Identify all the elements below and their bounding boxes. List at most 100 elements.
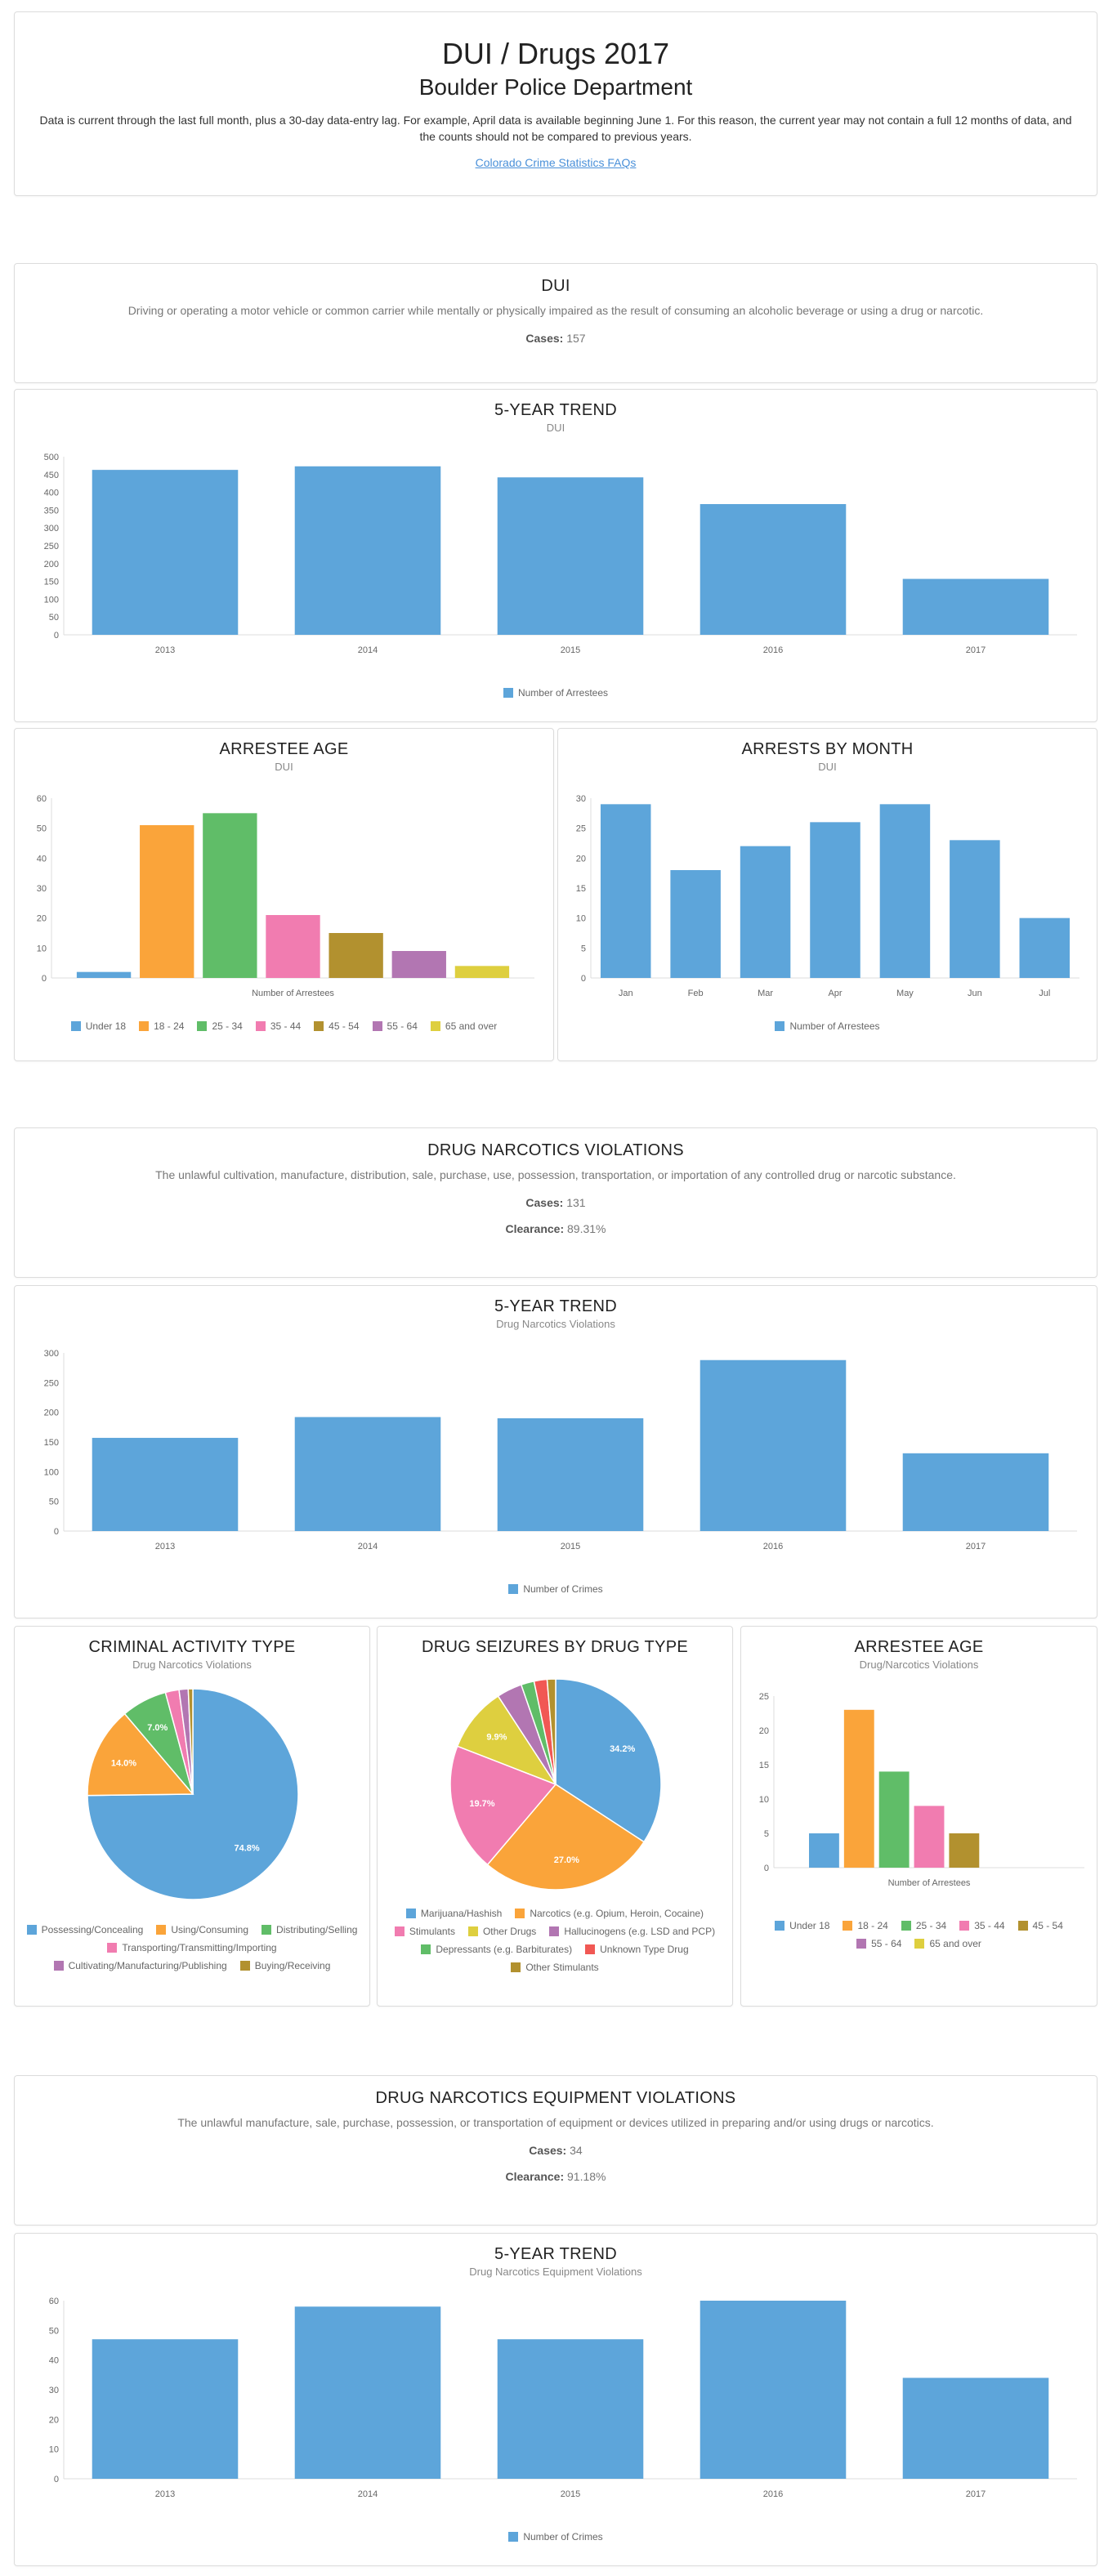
legend-item-narcotics-e-g-opium-heroin-cocaine[interactable]: Narcotics (e.g. Opium, Heroin, Cocaine) — [515, 1904, 704, 1922]
legend-item-transporting-transmitting-importing[interactable]: Transporting/Transmitting/Importing — [107, 1939, 277, 1957]
equip-cases: Cases: 34 — [529, 2144, 583, 2157]
bar-45-54[interactable] — [329, 933, 383, 978]
legend-item-marijuana-hashish[interactable]: Marijuana/Hashish — [405, 1904, 502, 1922]
legend-item-buying-receiving[interactable]: Buying/Receiving — [239, 1957, 330, 1975]
bar-2014[interactable] — [294, 1417, 441, 1531]
legend-item-using-consuming[interactable]: Using/Consuming — [156, 1921, 248, 1939]
dui-trend-card: 5-YEAR TREND DUI 0 50 100 150 200 250 300 350 40… — [14, 389, 1097, 722]
bar-2017[interactable] — [902, 578, 1049, 635]
y-tick-label: 10 — [37, 944, 47, 953]
bar-35-44[interactable] — [266, 915, 320, 978]
legend-swatch — [156, 1925, 167, 1935]
legend-item-number-of-crimes[interactable]: Number of Crimes — [508, 1580, 603, 1598]
bar-35-44[interactable] — [914, 1806, 945, 1868]
legend-item-other-drugs[interactable]: Other Drugs — [467, 1922, 536, 1940]
legend-swatch — [405, 1909, 416, 1918]
y-tick-label: 25 — [576, 824, 586, 834]
legend-item-55-64[interactable]: 55 - 64 — [856, 1935, 901, 1953]
legend-item-hallucinogens-e-g-lsd-and-pcp[interactable]: Hallucinogens (e.g. LSD and PCP) — [549, 1922, 715, 1940]
drug-seizures-card: DRUG SEIZURES BY DRUG TYPE 34.2% 27.0% 19.… — [377, 1626, 733, 2007]
legend-item-under-18[interactable]: Under 18 — [775, 1917, 829, 1935]
bar-2014[interactable] — [294, 466, 441, 635]
slice-narcotics-e-g-opium-heroin-cocaine[interactable] — [486, 1784, 646, 1891]
chart-title: ARRESTEE AGE — [854, 1638, 984, 1656]
bar-65-and-over[interactable] — [454, 966, 510, 978]
slice-buying-receiving[interactable] — [187, 1688, 194, 1795]
slice-label: 9.9% — [486, 1732, 507, 1742]
dui-cases: Cases: 157 — [525, 332, 586, 345]
legend-label: Hallucinogens (e.g. LSD and PCP) — [564, 1926, 716, 1937]
faq-link[interactable]: Colorado Crime Statistics FAQs — [475, 156, 637, 169]
equip-section-card: DRUG NARCOTICS EQUIPMENT VIOLATIONS The … — [14, 2075, 1097, 2226]
bar-under-18[interactable] — [76, 971, 132, 978]
chart-title: ARRESTS BY MONTH — [741, 740, 914, 758]
legend-item-45-54[interactable]: 45 - 54 — [314, 1017, 360, 1035]
legend-label: 18 - 24 — [154, 1020, 185, 1032]
legend-swatch — [515, 1909, 525, 1918]
slice-label: 19.7% — [469, 1799, 494, 1809]
bar-may[interactable] — [879, 804, 931, 978]
y-tick-label: 25 — [759, 1692, 769, 1702]
legend-item-possessing-concealing[interactable]: Possessing/Concealing — [26, 1921, 143, 1939]
legend-swatch — [775, 1021, 785, 1031]
bar-18-24[interactable] — [843, 1709, 874, 1868]
bar-2016[interactable] — [700, 503, 847, 635]
x-tick-label: 2017 — [966, 2489, 986, 2499]
legend-item-cultivating-manufacturing-publishing[interactable]: Cultivating/Manufacturing/Publishing — [53, 1957, 227, 1975]
bar-jun[interactable] — [950, 840, 1000, 978]
bar-2013[interactable] — [92, 470, 239, 635]
bar-mar[interactable] — [740, 846, 791, 978]
slice-other-stimulants[interactable] — [546, 1678, 556, 1785]
legend-item-35-44[interactable]: 35 - 44 — [255, 1017, 301, 1035]
legend-item-18-24[interactable]: 18 - 24 — [139, 1017, 184, 1035]
legend-item-other-stimulants[interactable]: Other Stimulants — [511, 1958, 599, 1976]
legend-item-65-and-over[interactable]: 65 and over — [914, 1935, 981, 1953]
bar-2015[interactable] — [497, 1417, 644, 1531]
legend-item-55-64[interactable]: 55 - 64 — [372, 1017, 418, 1035]
bar-2016[interactable] — [700, 1359, 847, 1531]
legend-item-number-of-arrestees[interactable]: Number of Arrestees — [775, 1017, 880, 1035]
legend-item-25-34[interactable]: 25 - 34 — [901, 1917, 946, 1935]
chart-title: ARRESTEE AGE — [219, 740, 349, 758]
legend-swatch — [467, 1926, 478, 1936]
bar-jan[interactable] — [600, 804, 651, 978]
bar-45-54[interactable] — [949, 1833, 980, 1868]
legend-item-65-and-over[interactable]: 65 and over — [430, 1017, 497, 1035]
legend-item-35-44[interactable]: 35 - 44 — [959, 1917, 1005, 1935]
legend-item-25-34[interactable]: 25 - 34 — [197, 1017, 243, 1035]
slice-stimulants[interactable] — [449, 1745, 557, 1866]
legend-item-45-54[interactable]: 45 - 54 — [1017, 1917, 1063, 1935]
bar-2017[interactable] — [902, 2377, 1049, 2479]
legend-swatch — [107, 1943, 118, 1953]
chart-subtitle: DUI — [818, 761, 837, 773]
slice-other-drugs[interactable] — [456, 1694, 557, 1786]
legend-item-stimulants[interactable]: Stimulants — [394, 1922, 455, 1940]
legend-item-depressants-e-g-barbiturates[interactable]: Depressants (e.g. Barbiturates) — [421, 1940, 572, 1958]
bar-2013[interactable] — [92, 2339, 239, 2479]
bar-2017[interactable] — [902, 1453, 1049, 1531]
legend-item-distributing-selling[interactable]: Distributing/Selling — [261, 1921, 357, 1939]
legend-label: 35 - 44 — [974, 1920, 1005, 1931]
slice-using-consuming[interactable] — [87, 1712, 194, 1797]
legend-item-number-of-arrestees[interactable]: Number of Arrestees — [503, 684, 608, 702]
bar-feb[interactable] — [670, 870, 721, 978]
bar-18-24[interactable] — [140, 825, 194, 978]
legend-item-unknown-type-drug[interactable]: Unknown Type Drug — [585, 1940, 689, 1958]
bar-55-64[interactable] — [391, 951, 446, 978]
bar-2013[interactable] — [92, 1437, 239, 1531]
bar-2014[interactable] — [294, 2306, 441, 2479]
bar-jul[interactable] — [1019, 917, 1071, 978]
bar-2015[interactable] — [497, 2339, 644, 2479]
bar-apr[interactable] — [810, 822, 860, 978]
legend-item-number-of-crimes[interactable]: Number of Crimes — [508, 2528, 603, 2546]
bar-under-18[interactable] — [809, 1833, 839, 1868]
legend-item-18-24[interactable]: 18 - 24 — [843, 1917, 888, 1935]
bar-25-34[interactable] — [878, 1771, 910, 1868]
slice-possessing-concealing[interactable] — [87, 1688, 299, 1900]
bar-2015[interactable] — [497, 477, 644, 635]
bar-2016[interactable] — [700, 2301, 847, 2479]
legend-label: Distributing/Selling — [276, 1924, 358, 1935]
legend-label: 65 and over — [929, 1938, 981, 1949]
bar-25-34[interactable] — [203, 813, 257, 978]
legend-item-under-18[interactable]: Under 18 — [70, 1017, 126, 1035]
